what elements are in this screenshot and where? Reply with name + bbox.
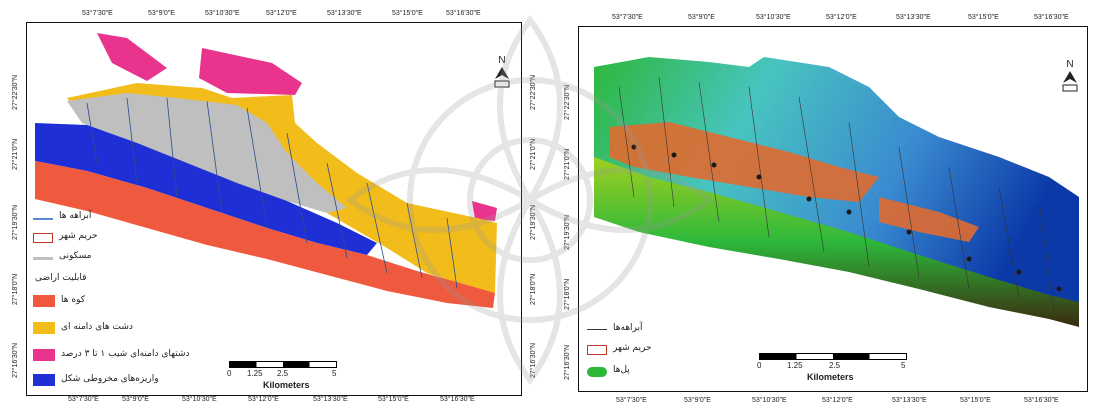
left-map-panel: 53°7'30"E 53°9'0"E 53°10'30"E 53°12'0"E … [0,0,540,407]
scale-label: 1.25 [787,361,803,370]
left-bottom-tick: 53°9'0"E [122,396,149,403]
legend-streams-line [587,329,607,330]
legend-streams-line [33,218,53,220]
north-arrow-icon: N [1062,59,1078,92]
right-top-tick: 53°12'0"E [826,14,857,21]
left-lat-tick: 27°16'30"N [12,342,19,378]
legend-city-swatch [587,345,607,355]
right-map-panel: 53°7'30"E 53°9'0"E 53°10'30"E 53°12'0"E … [556,0,1096,407]
scale-unit: Kilometers [807,372,854,382]
left-lat-tick-right: 27°21'0"N [530,138,537,170]
mountain-belt [594,157,1079,327]
right-top-tick: 53°7'30"E [612,14,643,21]
left-top-tick: 53°15'0"E [392,10,423,17]
right-bottom-tick: 53°9'0"E [684,397,711,404]
left-lat-tick-right: 27°16'30"N [530,342,537,378]
svg-text:N: N [1066,59,1073,70]
left-top-tick: 53°10'30"E [205,10,240,17]
legend-alluvial-swatch [33,374,55,386]
left-lat-tick: 27°19'30"N [12,204,19,240]
right-top-tick: 53°13'30"E [896,14,931,21]
streams [86,97,458,289]
right-lat-tick: 27°21'0"N [564,148,571,180]
settlement-area [67,93,347,213]
right-bottom-tick: 53°16'30"E [1024,397,1059,404]
right-top-tick: 53°10'30"E [756,14,791,21]
scale-label: 0 [757,361,762,370]
right-lat-tick: 27°16'30"N [564,344,571,380]
right-lat-tick: 27°19'30"N [564,214,571,250]
right-top-tick: 53°16'30"E [1034,14,1069,21]
legend-capability-title: قابلیت اراضی [35,273,87,283]
scale-label: 2.5 [277,369,289,378]
urban-area [609,122,879,202]
legend-settlement-swatch [33,257,53,260]
right-map-frame: N آبراهه‌ها حریم شهر پل‌ها 0 1.25 2.5 5 … [578,26,1088,392]
mountains-area [35,161,495,308]
left-bottom-tick: 53°10'30"E [182,396,217,403]
legend-piedmont-swatch [33,322,55,334]
legend-streams-label: آبراهه‌ها [613,323,643,333]
legend-bridges-label: پل‌ها [613,365,630,375]
streams [618,76,1055,313]
land-capability-map [35,33,497,308]
right-bottom-tick: 53°10'30"E [752,397,787,404]
right-bottom-tick: 53°7'30"E [616,397,647,404]
north-arrow-icon: N [494,55,510,88]
sloped-plains-area [199,48,302,95]
right-top-tick: 53°9'0"E [688,14,715,21]
right-top-tick: 53°15'0"E [968,14,999,21]
legend-streams-label: آبراهه ها [59,211,92,221]
left-lat-tick-right: 27°22'30"N [530,74,537,110]
scale-label: 5 [901,361,906,370]
left-map-frame: N آبراهه ها حریم شهر مسکونی قابلیت اراضی… [26,22,522,396]
scale-label: 2.5 [829,361,841,370]
elevation-map [594,57,1079,327]
left-lat-tick: 27°18'0"N [12,273,19,305]
left-bottom-tick: 53°7'30"E [68,396,99,403]
svg-text:N: N [498,55,505,66]
alluvial-fans-area [35,123,377,255]
scale-label: 5 [332,369,337,378]
left-bottom-tick: 53°16'30"E [440,396,475,403]
right-bottom-tick: 53°13'30"E [892,397,927,404]
scale-label: 1.25 [247,369,263,378]
left-lat-tick: 27°22'30"N [12,74,19,110]
left-top-tick: 53°12'0"E [266,10,297,17]
right-lat-tick: 27°18'0"N [564,278,571,310]
legend-city-label: حریم شهر [59,231,98,241]
left-top-tick: 53°9'0"E [148,10,175,17]
legend-mountains-label: کوه ها [61,295,85,305]
left-top-tick: 53°13'30"E [327,10,362,17]
bridges [631,144,1062,292]
urban-area [879,197,979,242]
left-bottom-tick: 53°15'0"E [378,396,409,403]
legend-bridges-swatch [587,367,607,377]
legend-piedmont-label: دشت های دامنه ای [61,322,133,332]
left-top-tick: 53°16'30"E [446,10,481,17]
legend-alluvial-label: واریزه‌های مخروطی شکل [61,374,159,384]
left-lat-tick: 27°21'0"N [12,138,19,170]
left-bottom-tick: 53°13'30"E [313,396,348,403]
left-bottom-tick: 53°12'0"E [248,396,279,403]
legend-mountains-swatch [33,295,55,307]
left-lat-tick-right: 27°19'30"N [530,204,537,240]
right-bottom-tick: 53°12'0"E [822,397,853,404]
legend-settlement-label: مسکونی [59,251,92,261]
scale-label: 0 [227,369,232,378]
right-bottom-tick: 53°15'0"E [960,397,991,404]
sloped-plains-area [472,201,497,221]
left-lat-tick-right: 27°18'0"N [530,273,537,305]
legend-sloped-label: دشتهای دامنه‌ای شیب ۱ تا ۳ درصد [61,349,190,359]
legend-city-swatch [33,233,53,243]
left-top-tick: 53°7'30"E [82,10,113,17]
right-lat-tick: 27°22'30"N [564,84,571,120]
legend-sloped-swatch [33,349,55,361]
legend-city-label: حریم شهر [613,343,652,353]
sloped-plains-area [97,33,167,81]
scale-unit: Kilometers [263,380,310,390]
